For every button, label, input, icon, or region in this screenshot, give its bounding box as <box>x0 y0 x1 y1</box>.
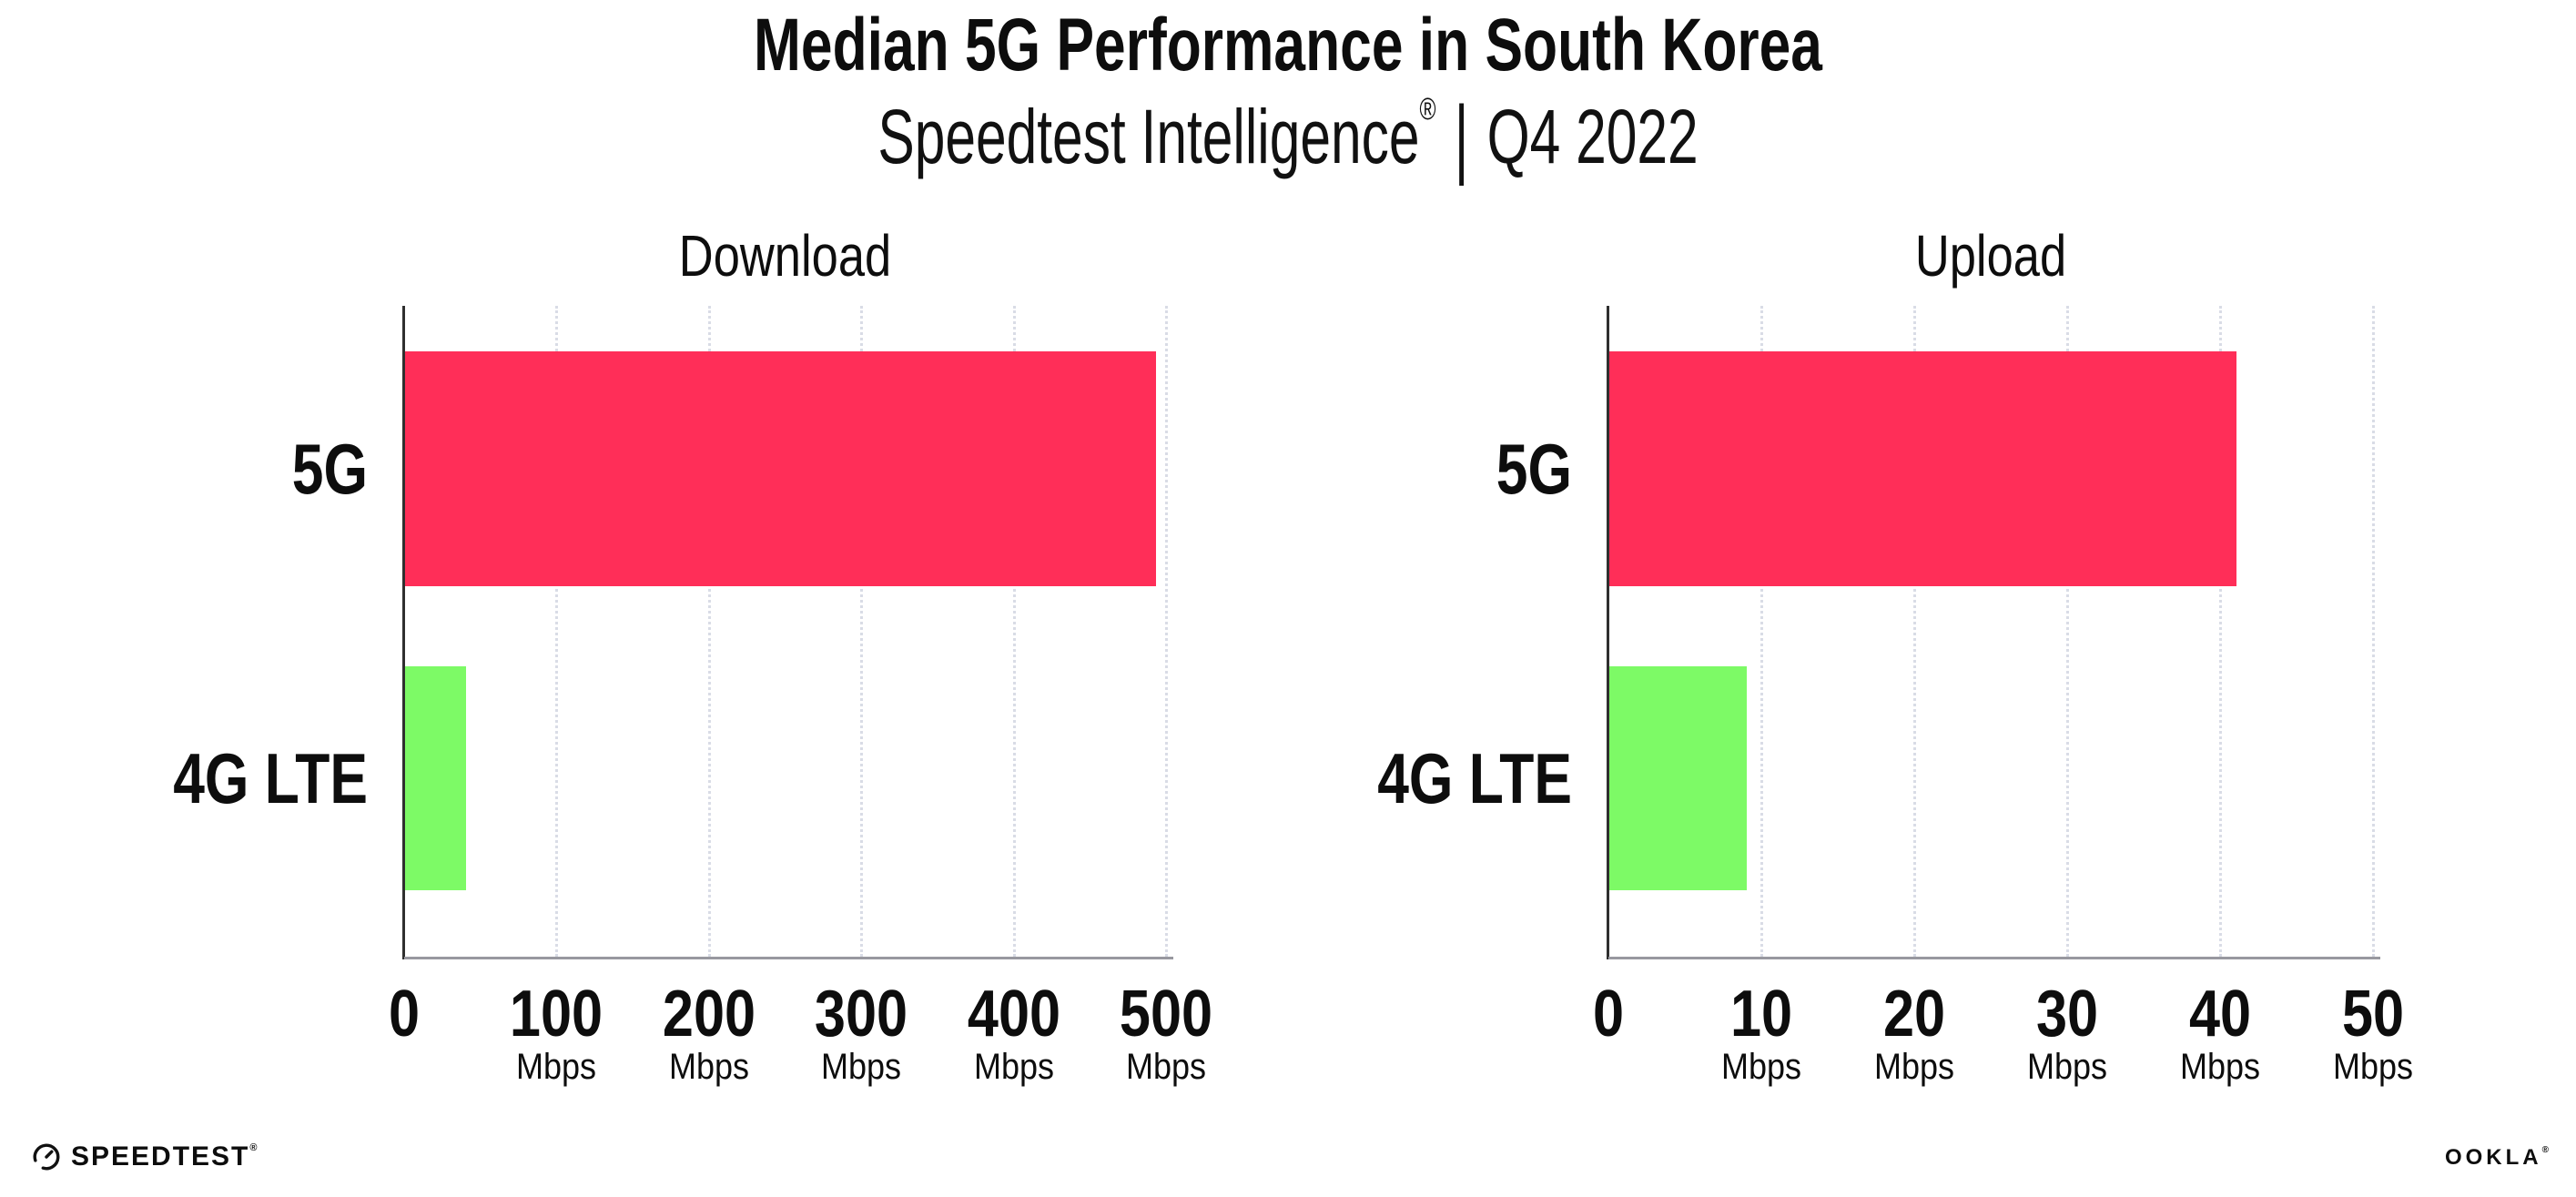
x-tick-upload-40: 40 <box>2188 978 2252 1050</box>
x-tick-unit-download-300: Mbps <box>821 1047 902 1087</box>
x-tick-upload-0: 0 <box>1592 978 1625 1050</box>
x-tick-unit-upload-40: Mbps <box>2179 1047 2261 1087</box>
x-tick-download-200: 200 <box>662 978 756 1050</box>
x-tick-upload-50: 50 <box>2341 978 2405 1050</box>
ookla-logo: OOKLA® <box>2445 1145 2549 1171</box>
ookla-wordmark-text: OOKLA <box>2444 1145 2542 1170</box>
page-title: Median 5G Performance in South Korea <box>754 4 1822 86</box>
bar-download-5g <box>405 351 1157 586</box>
gridline-download-400 <box>1012 306 1016 957</box>
x-tick-upload-30: 30 <box>2035 978 2099 1050</box>
gridline-upload-40 <box>2219 306 2222 957</box>
category-label-upload-4g-lte: 4G LTE <box>1377 738 1572 818</box>
x-axis-upload <box>1608 957 2380 959</box>
gridline-download-200 <box>707 306 711 957</box>
subtitle-brand: Speedtest Intelligence <box>877 94 1420 179</box>
speedtest-gauge-icon <box>31 1141 62 1172</box>
chart-title-upload: Upload <box>1914 223 2067 289</box>
x-axis-download <box>404 957 1173 959</box>
x-tick-download-400: 400 <box>967 978 1060 1050</box>
gridline-upload-10 <box>1760 306 1763 957</box>
x-tick-unit-upload-20: Mbps <box>1873 1047 1955 1087</box>
x-tick-unit-download-100: Mbps <box>516 1047 597 1087</box>
speedtest-wordmark: SPEEDTEST® <box>71 1141 259 1172</box>
gridline-upload-30 <box>2066 306 2069 957</box>
category-label-download-5g: 5G <box>291 429 368 509</box>
gridline-upload-50 <box>2372 306 2375 957</box>
chart-title-download: Download <box>678 223 892 289</box>
registered-trademark-icon: ® <box>1419 92 1436 127</box>
x-tick-download-300: 300 <box>815 978 908 1050</box>
gridline-upload-20 <box>1913 306 1916 957</box>
bar-upload-4g-lte <box>1609 666 1748 890</box>
category-label-upload-5g: 5G <box>1496 429 1572 509</box>
speedtest-logo: SPEEDTEST® <box>31 1141 259 1172</box>
x-tick-unit-download-400: Mbps <box>973 1047 1054 1087</box>
subtitle-period: Q4 2022 <box>1486 94 1699 179</box>
y-axis-download <box>402 306 405 959</box>
x-tick-download-100: 100 <box>510 978 603 1050</box>
speedtest-registered-icon: ® <box>249 1142 259 1153</box>
x-tick-upload-10: 10 <box>1729 978 1793 1050</box>
x-tick-unit-upload-30: Mbps <box>2026 1047 2108 1087</box>
x-tick-download-0: 0 <box>388 978 421 1050</box>
x-tick-upload-20: 20 <box>1882 978 1946 1050</box>
x-tick-unit-upload-50: Mbps <box>2332 1047 2414 1087</box>
x-tick-unit-upload-10: Mbps <box>1720 1047 1802 1087</box>
x-tick-unit-download-500: Mbps <box>1125 1047 1207 1087</box>
gridline-download-100 <box>555 306 559 957</box>
category-label-download-4g-lte: 4G LTE <box>173 738 368 818</box>
x-tick-download-500: 500 <box>1119 978 1213 1050</box>
ookla-registered-icon: ® <box>2541 1145 2549 1155</box>
x-tick-unit-download-200: Mbps <box>668 1047 749 1087</box>
subtitle-separator: | <box>1454 86 1469 187</box>
bar-upload-5g <box>1609 351 2236 586</box>
speedtest-wordmark-text: SPEEDTEST <box>71 1141 250 1172</box>
bar-download-4g-lte <box>405 666 466 890</box>
page-subtitle: Speedtest Intelligence® | Q4 2022 <box>360 87 2216 186</box>
y-axis-upload <box>1607 306 1609 959</box>
gridline-download-500 <box>1165 306 1168 957</box>
gridline-download-300 <box>860 306 864 957</box>
